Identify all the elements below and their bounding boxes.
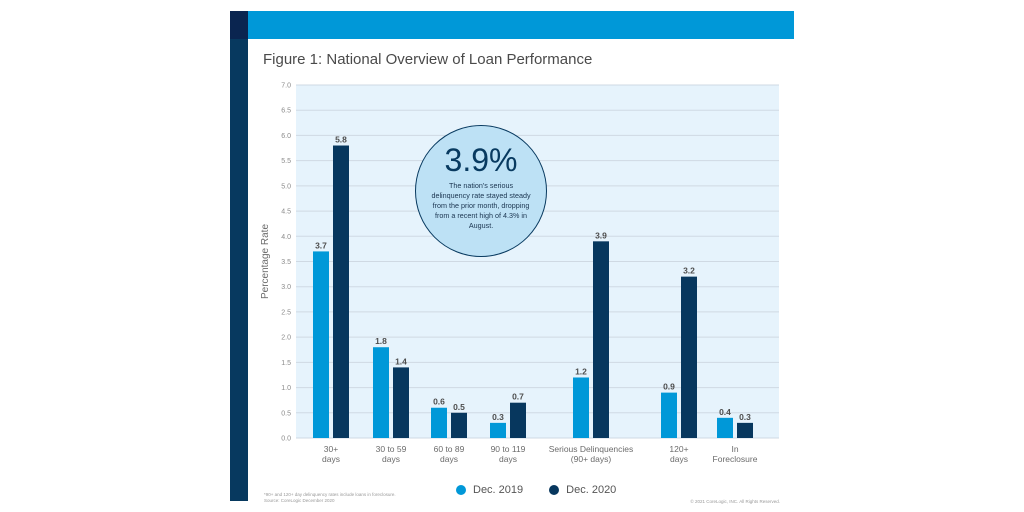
bar-dec-2019: [490, 422, 506, 438]
y-tick-label: 1.0: [281, 385, 291, 392]
y-tick-label: 2.5: [281, 309, 291, 316]
side-bar: [230, 39, 248, 501]
footnote-line: *90+ and 120+ day delinquency rates incl…: [264, 492, 396, 497]
y-tick-label: 4.0: [281, 234, 291, 241]
value-label: 0.3: [492, 412, 504, 422]
category-label: 60 to 89: [434, 444, 465, 454]
category-label: (90+ days): [571, 454, 612, 464]
y-tick-label: 2.0: [281, 335, 291, 342]
legend-item-dec-2020: Dec. 2020: [549, 484, 616, 496]
callout-circle: 3.9% The nation's serious delinquency ra…: [415, 125, 547, 257]
y-tick-label: 5.5: [281, 158, 291, 165]
bar-dec-2019: [573, 377, 589, 438]
bar-dec-2020: [737, 422, 753, 438]
value-label: 1.2: [575, 366, 587, 376]
bar-dec-2019: [661, 392, 677, 438]
y-tick-label: 0.5: [281, 410, 291, 417]
bar-dec-2019: [313, 251, 329, 438]
y-tick-label: 1.5: [281, 360, 291, 367]
figure-title: Figure 1: National Overview of Loan Perf…: [263, 51, 593, 68]
category-label: days: [670, 454, 688, 464]
y-tick-label: 6.5: [281, 108, 291, 115]
y-tick-label: 0.0: [281, 436, 291, 443]
copyright: © 2021 CoreLogic, INC. All Rights Reserv…: [690, 499, 780, 504]
legend: Dec. 2019 Dec. 2020: [456, 484, 642, 496]
bar-dec-2020: [593, 241, 609, 438]
value-label: 1.4: [395, 356, 407, 366]
value-label: 0.4: [719, 407, 731, 417]
header-bar-accent: [230, 11, 248, 39]
category-label: days: [440, 454, 458, 464]
y-tick-label: 5.0: [281, 183, 291, 190]
value-labels: 3.7 5.8 1.8 1.4 0.6 0.5 0.3 0.7 1.2 3.9 0.9 3.2 0.4 0…: [315, 135, 751, 422]
value-label: 0.7: [512, 392, 524, 402]
y-axis-ticks: 0.0 0.5 1.0 1.5 2.0 2.5 3.0 3.5 4.0 4.5 5.0 5.5 6.0 6…: [281, 83, 291, 443]
category-label: 30+: [324, 444, 338, 454]
category-label: 30 to 59: [376, 444, 407, 454]
value-label: 0.5: [453, 402, 465, 412]
legend-label: Dec. 2019: [473, 484, 524, 496]
y-tick-label: 3.0: [281, 284, 291, 291]
category-label: In: [731, 444, 738, 454]
footnote: *90+ and 120+ day delinquency rates incl…: [264, 492, 396, 504]
header-bar: [230, 11, 794, 39]
legend-dot-dec-2020: [549, 485, 560, 495]
bar-dec-2020: [393, 367, 409, 438]
bar-dec-2019: [373, 347, 389, 438]
y-tick-label: 7.0: [281, 83, 291, 90]
value-label: 1.8: [375, 336, 387, 346]
category-label: Foreclosure: [713, 454, 758, 464]
value-label: 0.3: [739, 412, 751, 422]
value-label: 3.9: [595, 230, 607, 240]
bar-dec-2020: [681, 276, 697, 438]
y-tick-label: 3.5: [281, 259, 291, 266]
figure-card: Figure 1: National Overview of Loan Perf…: [230, 11, 794, 504]
bar-dec-2020: [510, 402, 526, 438]
bar-dec-2020: [451, 412, 467, 438]
bars: [313, 145, 753, 438]
y-axis-title: Percentage Rate: [260, 224, 271, 299]
legend-dot-dec-2019: [456, 485, 466, 495]
bar-dec-2019: [717, 417, 733, 438]
y-tick-label: 4.5: [281, 209, 291, 216]
bar-chart: 0.0 0.5 1.0 1.5 2.0 2.5 3.0 3.5 4.0 4.5 5.0 5.5 6.0 6…: [260, 83, 779, 464]
value-label: 3.2: [683, 266, 695, 276]
value-label: 0.9: [663, 382, 675, 392]
category-label: Serious Delinquencies: [549, 444, 634, 454]
category-label: 120+: [669, 444, 688, 454]
value-label: 0.6: [433, 397, 445, 407]
category-label: 90 to 119: [491, 444, 526, 454]
source-line: Source: CoreLogic December 2020: [264, 498, 335, 503]
category-label: days: [322, 454, 340, 464]
callout-text: The nation's serious delinquency rate st…: [431, 181, 531, 230]
legend-item-dec-2019: Dec. 2019: [456, 484, 523, 496]
value-label: 5.8: [335, 135, 347, 145]
value-label: 3.7: [315, 240, 327, 250]
legend-label: Dec. 2020: [566, 484, 617, 496]
bar-dec-2020: [333, 145, 349, 438]
bar-dec-2019: [431, 407, 447, 438]
callout-value: 3.9%: [444, 142, 518, 178]
y-tick-label: 6.0: [281, 133, 291, 140]
category-label: days: [382, 454, 400, 464]
category-label: days: [499, 454, 517, 464]
